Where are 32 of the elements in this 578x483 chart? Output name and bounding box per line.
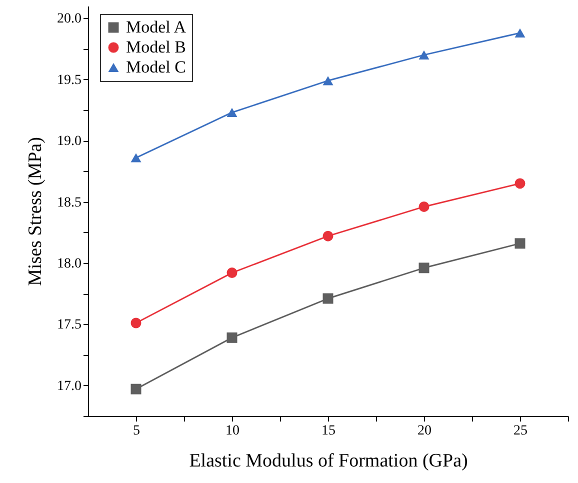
- point: [226, 332, 238, 343]
- point: [418, 262, 430, 274]
- point: [130, 384, 142, 394]
- point: [226, 268, 238, 278]
- point: [322, 293, 334, 304]
- point: [226, 108, 238, 118]
- point: [130, 153, 142, 162]
- y-axis-title: Mises Stress (MPa): [25, 137, 46, 286]
- point: [322, 76, 334, 86]
- x-axis-title: Elastic Modulus of Formation (GPa): [189, 450, 468, 472]
- point: [514, 28, 526, 38]
- point: [514, 178, 526, 189]
- x-tick-label: 5: [133, 424, 140, 438]
- legend-label: Model B: [126, 38, 186, 56]
- y-tick-label: 19.5: [57, 72, 82, 88]
- legend-label: Model C: [126, 58, 186, 76]
- x-tick-label: 25: [514, 424, 528, 438]
- point: [418, 50, 430, 60]
- y-tick-label: 20.0: [57, 12, 82, 27]
- y-tick-label: 18.5: [57, 195, 82, 210]
- y-tick-label: 17.0: [57, 378, 82, 394]
- x-tick-label: 20: [418, 424, 432, 438]
- point: [322, 230, 334, 242]
- y-tick-label: 18.0: [57, 256, 82, 272]
- legend-label: Model A: [126, 18, 187, 36]
- point: [130, 318, 142, 328]
- x-tick-label: 10: [226, 424, 240, 438]
- y-tick-label: 19.0: [57, 134, 82, 150]
- point: [418, 201, 430, 212]
- point: [514, 238, 526, 249]
- y-tick-label: 17.5: [57, 318, 82, 333]
- x-tick-label: 15: [322, 424, 336, 438]
